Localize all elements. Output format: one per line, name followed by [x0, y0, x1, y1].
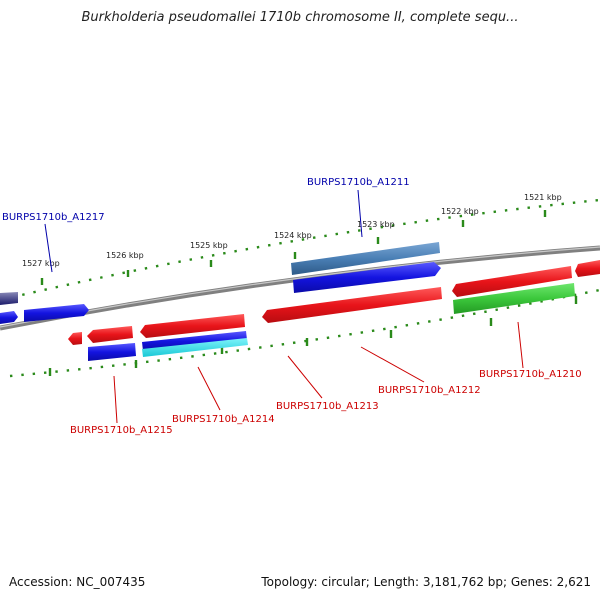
gene-feature-red-small[interactable] — [68, 332, 82, 345]
gene-feature-blue-edge[interactable] — [0, 311, 18, 324]
kbp-label: 1523 kbp — [357, 220, 395, 229]
gene-feature-blue-left[interactable] — [24, 304, 89, 322]
kbp-label: 1525 kbp — [190, 241, 228, 250]
kbp-label: 1526 kbp — [106, 251, 144, 260]
gene-label[interactable]: BURPS1710b_A1214 — [172, 414, 275, 425]
gene-feature-green[interactable] — [453, 283, 575, 314]
kbp-label: 1522 kbp — [441, 207, 479, 216]
gene-feature-red-right-edge[interactable] — [575, 260, 600, 277]
gene-label[interactable]: BURPS1710b_A1211 — [307, 177, 410, 188]
gene-feature-blue[interactable] — [142, 331, 247, 351]
inner-tick-track — [9, 288, 600, 378]
gene-feature-red-long[interactable] — [262, 287, 442, 323]
gene-feature-red[interactable] — [87, 326, 133, 343]
gene-label[interactable]: BURPS1710b_A1210 — [479, 369, 582, 380]
label-leaders — [44, 189, 524, 424]
gene-feature-cyan[interactable] — [142, 338, 248, 357]
map-title: Burkholderia pseudomallei 1710b chromoso… — [81, 10, 519, 25]
kbp-label: 1527 kbp — [22, 259, 60, 268]
gene-label[interactable]: BURPS1710b_A1212 — [378, 385, 481, 396]
gene-feature-navy-edge[interactable] — [0, 292, 18, 305]
outer-major-ticks — [40, 210, 547, 285]
gene-label[interactable]: BURPS1710b_A1215 — [70, 425, 173, 436]
kbp-label: 1521 kbp — [524, 193, 562, 202]
accession-text: Accession: NC_007435 — [9, 575, 146, 589]
gene-feature-red[interactable] — [452, 266, 572, 297]
gene-feature-blue[interactable] — [293, 262, 441, 293]
gene-feature-steelblue[interactable] — [291, 242, 440, 275]
topology-text: Topology: circular; Length: 3,181,762 bp… — [261, 575, 591, 589]
gene-label[interactable]: BURPS1710b_A1213 — [276, 401, 379, 412]
gene-feature-red[interactable] — [140, 314, 245, 338]
kbp-label: 1524 kbp — [274, 231, 312, 240]
gene-feature-blue[interactable] — [88, 343, 136, 361]
gene-label[interactable]: BURPS1710b_A1217 — [2, 212, 105, 223]
